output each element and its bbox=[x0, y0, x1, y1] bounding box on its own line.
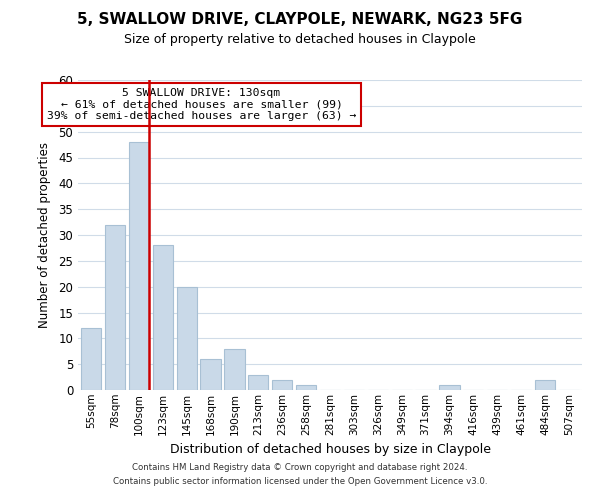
Bar bbox=[200, 359, 221, 390]
Bar bbox=[152, 246, 173, 390]
Text: 5, SWALLOW DRIVE, CLAYPOLE, NEWARK, NG23 5FG: 5, SWALLOW DRIVE, CLAYPOLE, NEWARK, NG23… bbox=[77, 12, 523, 28]
Bar bbox=[248, 374, 268, 390]
X-axis label: Distribution of detached houses by size in Claypole: Distribution of detached houses by size … bbox=[170, 443, 491, 456]
Bar bbox=[176, 286, 197, 390]
Bar bbox=[224, 348, 245, 390]
Bar bbox=[81, 328, 101, 390]
Bar bbox=[535, 380, 555, 390]
Text: 5 SWALLOW DRIVE: 130sqm
← 61% of detached houses are smaller (99)
39% of semi-de: 5 SWALLOW DRIVE: 130sqm ← 61% of detache… bbox=[47, 88, 356, 121]
Bar bbox=[129, 142, 149, 390]
Text: Contains public sector information licensed under the Open Government Licence v3: Contains public sector information licen… bbox=[113, 477, 487, 486]
Y-axis label: Number of detached properties: Number of detached properties bbox=[38, 142, 52, 328]
Bar bbox=[105, 224, 125, 390]
Text: Size of property relative to detached houses in Claypole: Size of property relative to detached ho… bbox=[124, 32, 476, 46]
Bar bbox=[439, 385, 460, 390]
Bar bbox=[296, 385, 316, 390]
Text: Contains HM Land Registry data © Crown copyright and database right 2024.: Contains HM Land Registry data © Crown c… bbox=[132, 464, 468, 472]
Bar bbox=[272, 380, 292, 390]
